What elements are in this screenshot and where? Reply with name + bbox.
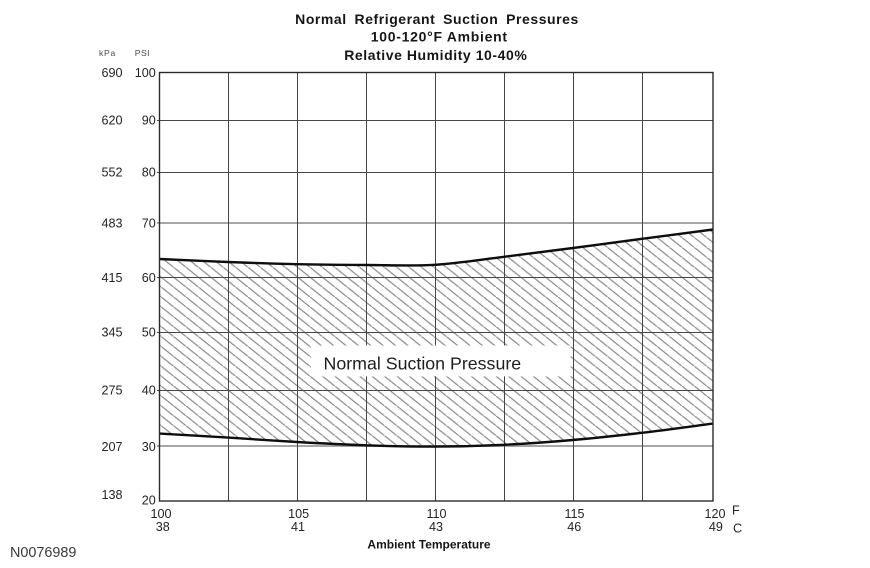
svg-text:80: 80 (142, 165, 156, 179)
svg-text:415: 415 (101, 271, 122, 285)
svg-text:90: 90 (142, 113, 156, 127)
svg-text:Ambient Temperature: Ambient Temperature (367, 538, 490, 552)
svg-text:Normal Refrigerant Suction Pre: Normal Refrigerant Suction Pressures (295, 11, 579, 27)
svg-text:C: C (733, 522, 742, 536)
svg-text:110: 110 (426, 507, 446, 521)
svg-text:50: 50 (142, 325, 156, 339)
svg-text:43: 43 (429, 520, 443, 534)
svg-text:PSI: PSI (135, 48, 150, 58)
svg-text:483: 483 (101, 216, 122, 230)
svg-text:46: 46 (567, 520, 581, 534)
svg-text:38: 38 (156, 520, 170, 534)
svg-text:41: 41 (291, 520, 305, 534)
svg-text:138: 138 (101, 488, 122, 502)
svg-text:F: F (732, 503, 740, 517)
svg-text:100: 100 (135, 66, 156, 80)
svg-text:Normal Suction Pressure: Normal Suction Pressure (324, 353, 522, 373)
svg-text:100: 100 (150, 507, 171, 521)
svg-text:552: 552 (101, 165, 122, 179)
svg-text:40: 40 (142, 383, 156, 397)
svg-text:690: 690 (101, 66, 122, 80)
svg-text:100-120°F Ambient: 100-120°F Ambient (371, 29, 508, 45)
svg-text:20: 20 (142, 493, 156, 507)
svg-text:345: 345 (101, 325, 122, 339)
svg-text:kPa: kPa (99, 48, 116, 58)
svg-text:105: 105 (288, 507, 309, 521)
svg-text:120: 120 (704, 507, 725, 521)
svg-text:207: 207 (101, 440, 122, 454)
svg-text:30: 30 (142, 440, 156, 454)
svg-text:49: 49 (709, 520, 723, 534)
svg-text:Relative Humidity 10-40%: Relative Humidity 10-40% (344, 47, 527, 63)
svg-text:620: 620 (101, 113, 122, 127)
svg-text:60: 60 (142, 271, 156, 285)
svg-text:70: 70 (142, 216, 156, 230)
svg-text:N0076989: N0076989 (10, 545, 76, 561)
svg-text:275: 275 (101, 383, 122, 397)
svg-text:115: 115 (564, 507, 584, 521)
